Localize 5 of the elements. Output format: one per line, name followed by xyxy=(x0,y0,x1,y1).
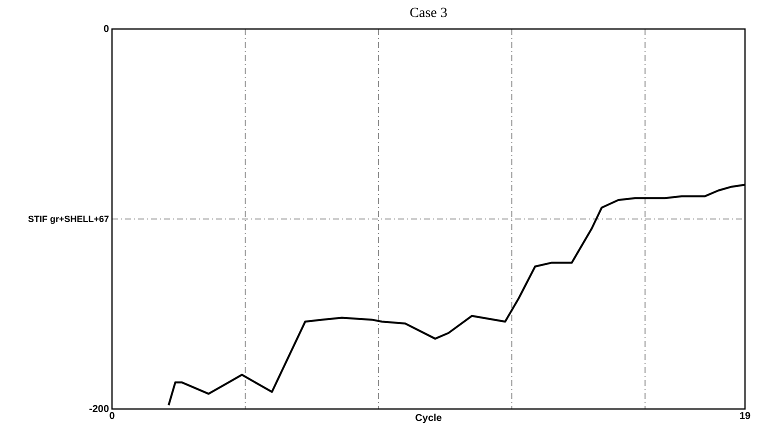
y-axis-title: STIF gr+SHELL+67 xyxy=(28,214,109,224)
chart-title: Case 3 xyxy=(410,6,448,21)
x-tick-label: 19 xyxy=(739,411,751,422)
y-tick-label: -200 xyxy=(88,404,110,416)
x-axis-title: Cycle xyxy=(415,413,442,424)
